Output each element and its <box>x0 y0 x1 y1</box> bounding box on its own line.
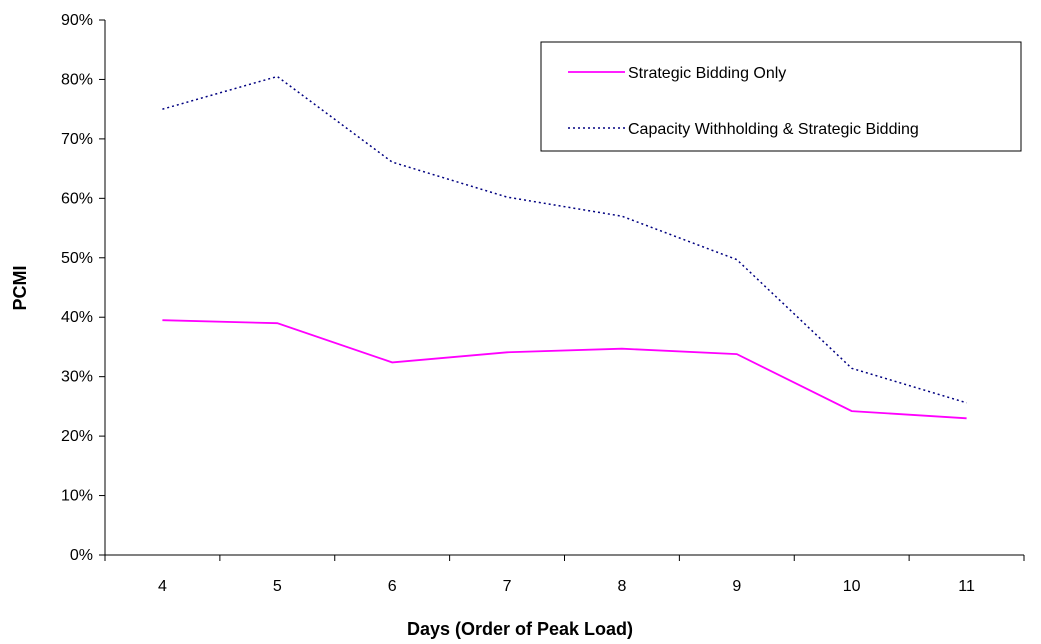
y-tick-label: 60% <box>61 190 93 207</box>
y-tick-label: 10% <box>61 488 93 505</box>
y-tick-label: 50% <box>61 250 93 267</box>
x-tick-label: 6 <box>388 578 397 595</box>
y-tick-label: 80% <box>61 71 93 88</box>
series-line-2 <box>162 75 967 404</box>
x-axis-title: Days (Order of Peak Load) <box>407 619 633 639</box>
x-tick-label: 8 <box>617 578 626 595</box>
legend-box <box>540 41 1022 152</box>
y-tick-label: 70% <box>61 131 93 148</box>
y-tick-label: 30% <box>61 369 93 386</box>
legend: Strategic Bidding Only Capacity Withholdi… <box>540 41 1022 152</box>
y-tick-label: 90% <box>61 12 93 29</box>
plot-area: 0% 10% 20% 30% 40% 50% 60% 70% 80% 90% 4 5 6 7 8 9 10 11 <box>61 12 1025 595</box>
x-tick-label: 7 <box>503 578 512 595</box>
legend-label-1: Strategic Bidding Only <box>628 65 786 82</box>
y-tick-label: 0% <box>70 547 93 564</box>
y-tick-label: 40% <box>61 309 93 326</box>
legend-label-2: Capacity Withholding & Strategic Bidding <box>628 121 919 138</box>
y-axis-title: PCMI <box>10 266 30 311</box>
series-line-1 <box>162 319 967 420</box>
x-tick-label: 4 <box>158 578 167 595</box>
x-tick-label: 11 <box>958 578 975 595</box>
y-tick-label: 20% <box>61 428 93 445</box>
x-tick-label: 9 <box>732 578 741 595</box>
x-tick-label: 10 <box>843 578 861 595</box>
x-tick-label: 5 <box>273 578 282 595</box>
